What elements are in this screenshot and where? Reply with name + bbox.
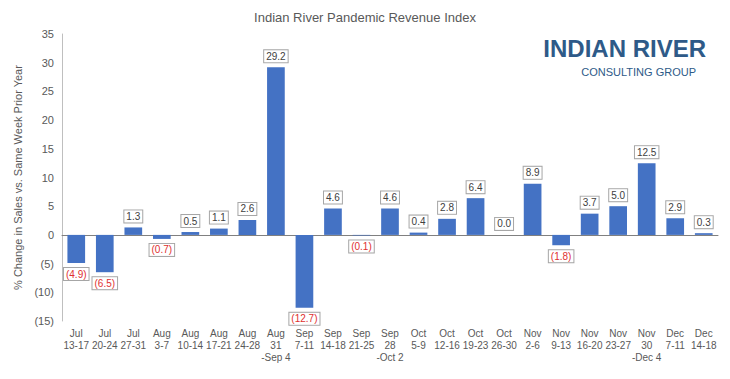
svg-text:Oct: Oct bbox=[496, 328, 512, 339]
svg-text:Oct: Oct bbox=[411, 328, 427, 339]
svg-text:Sep: Sep bbox=[324, 328, 342, 339]
svg-text:(0.7): (0.7) bbox=[152, 244, 173, 255]
svg-text:0.3: 0.3 bbox=[697, 217, 711, 228]
svg-text:(4.9): (4.9) bbox=[66, 269, 87, 280]
svg-text:Aug: Aug bbox=[181, 328, 199, 339]
svg-text:2.9: 2.9 bbox=[668, 202, 682, 213]
svg-text:Aug: Aug bbox=[153, 328, 171, 339]
svg-text:Jul: Jul bbox=[98, 328, 111, 339]
svg-text:15: 15 bbox=[42, 143, 54, 155]
svg-text:21-25: 21-25 bbox=[349, 340, 375, 351]
svg-text:29.2: 29.2 bbox=[266, 51, 286, 62]
svg-text:26-30: 26-30 bbox=[491, 340, 517, 351]
svg-text:INDIAN RIVER: INDIAN RIVER bbox=[543, 35, 706, 62]
svg-text:0: 0 bbox=[48, 229, 54, 241]
svg-text:Nov: Nov bbox=[581, 328, 599, 339]
svg-text:0.4: 0.4 bbox=[412, 216, 426, 227]
svg-text:35: 35 bbox=[42, 28, 54, 40]
svg-text:Jul: Jul bbox=[70, 328, 83, 339]
svg-text:10-14: 10-14 bbox=[178, 340, 204, 351]
svg-text:(10): (10) bbox=[34, 286, 54, 298]
svg-text:25: 25 bbox=[42, 85, 54, 97]
svg-text:7-11: 7-11 bbox=[295, 340, 315, 351]
svg-text:12-16: 12-16 bbox=[434, 340, 460, 351]
svg-text:% Change in Sales vs. Same Wee: % Change in Sales vs. Same Week Prior Ye… bbox=[12, 65, 24, 290]
svg-text:20-24: 20-24 bbox=[92, 340, 118, 351]
svg-text:Aug: Aug bbox=[210, 328, 228, 339]
svg-text:5-9: 5-9 bbox=[411, 340, 426, 351]
svg-text:(12.7): (12.7) bbox=[291, 313, 317, 324]
svg-text:Oct: Oct bbox=[439, 328, 455, 339]
svg-text:-Oct 2: -Oct 2 bbox=[376, 352, 404, 363]
svg-text:17-21: 17-21 bbox=[206, 340, 232, 351]
svg-text:1.3: 1.3 bbox=[126, 211, 140, 222]
svg-text:Dec: Dec bbox=[666, 328, 684, 339]
svg-text:Sep: Sep bbox=[381, 328, 399, 339]
svg-text:3-7: 3-7 bbox=[155, 340, 170, 351]
svg-text:Nov: Nov bbox=[609, 328, 627, 339]
svg-text:(1.8): (1.8) bbox=[551, 251, 572, 262]
svg-text:16-20: 16-20 bbox=[577, 340, 603, 351]
svg-text:Sep: Sep bbox=[296, 328, 314, 339]
svg-text:0.5: 0.5 bbox=[183, 216, 197, 227]
svg-text:31: 31 bbox=[270, 340, 282, 351]
svg-text:5.0: 5.0 bbox=[611, 190, 625, 201]
svg-text:30: 30 bbox=[42, 57, 54, 69]
svg-text:5: 5 bbox=[48, 200, 54, 212]
svg-text:Oct: Oct bbox=[468, 328, 484, 339]
svg-text:10: 10 bbox=[42, 172, 54, 184]
svg-text:-Dec 4: -Dec 4 bbox=[632, 352, 662, 363]
svg-text:Aug: Aug bbox=[267, 328, 285, 339]
svg-text:Indian River Pandemic Revenue: Indian River Pandemic Revenue Index bbox=[254, 10, 476, 25]
svg-text:2.8: 2.8 bbox=[440, 202, 454, 213]
svg-text:(5): (5) bbox=[41, 258, 54, 270]
svg-text:Sep: Sep bbox=[353, 328, 371, 339]
svg-text:Nov: Nov bbox=[552, 328, 570, 339]
svg-text:9-13: 9-13 bbox=[551, 340, 571, 351]
svg-text:19-23: 19-23 bbox=[463, 340, 489, 351]
svg-text:2-6: 2-6 bbox=[525, 340, 540, 351]
svg-text:6.4: 6.4 bbox=[469, 182, 483, 193]
svg-text:8.9: 8.9 bbox=[526, 167, 540, 178]
svg-text:12.5: 12.5 bbox=[637, 147, 657, 158]
svg-text:4.6: 4.6 bbox=[326, 192, 340, 203]
svg-text:28: 28 bbox=[384, 340, 396, 351]
svg-text:(15): (15) bbox=[34, 315, 54, 327]
svg-text:3.7: 3.7 bbox=[583, 197, 597, 208]
svg-text:24-28: 24-28 bbox=[235, 340, 261, 351]
svg-text:Nov: Nov bbox=[638, 328, 656, 339]
svg-text:13-17: 13-17 bbox=[63, 340, 89, 351]
svg-text:23-27: 23-27 bbox=[605, 340, 631, 351]
svg-text:Aug: Aug bbox=[238, 328, 256, 339]
svg-text:-Sep 4: -Sep 4 bbox=[261, 352, 291, 363]
svg-text:2.6: 2.6 bbox=[240, 203, 254, 214]
svg-text:1.1: 1.1 bbox=[212, 212, 226, 223]
svg-text:Nov: Nov bbox=[524, 328, 542, 339]
svg-text:(0.1): (0.1) bbox=[351, 241, 372, 252]
svg-text:14-18: 14-18 bbox=[320, 340, 346, 351]
svg-text:4.6: 4.6 bbox=[383, 192, 397, 203]
svg-text:CONSULTING GROUP: CONSULTING GROUP bbox=[581, 66, 696, 78]
svg-text:20: 20 bbox=[42, 114, 54, 126]
svg-text:27-31: 27-31 bbox=[121, 340, 147, 351]
svg-text:14-18: 14-18 bbox=[691, 340, 717, 351]
svg-text:(6.5): (6.5) bbox=[95, 278, 116, 289]
svg-text:Jul: Jul bbox=[127, 328, 140, 339]
svg-text:Dec: Dec bbox=[695, 328, 713, 339]
svg-text:30: 30 bbox=[641, 340, 653, 351]
svg-text:7-11: 7-11 bbox=[666, 340, 686, 351]
svg-text:0.0: 0.0 bbox=[497, 218, 511, 229]
